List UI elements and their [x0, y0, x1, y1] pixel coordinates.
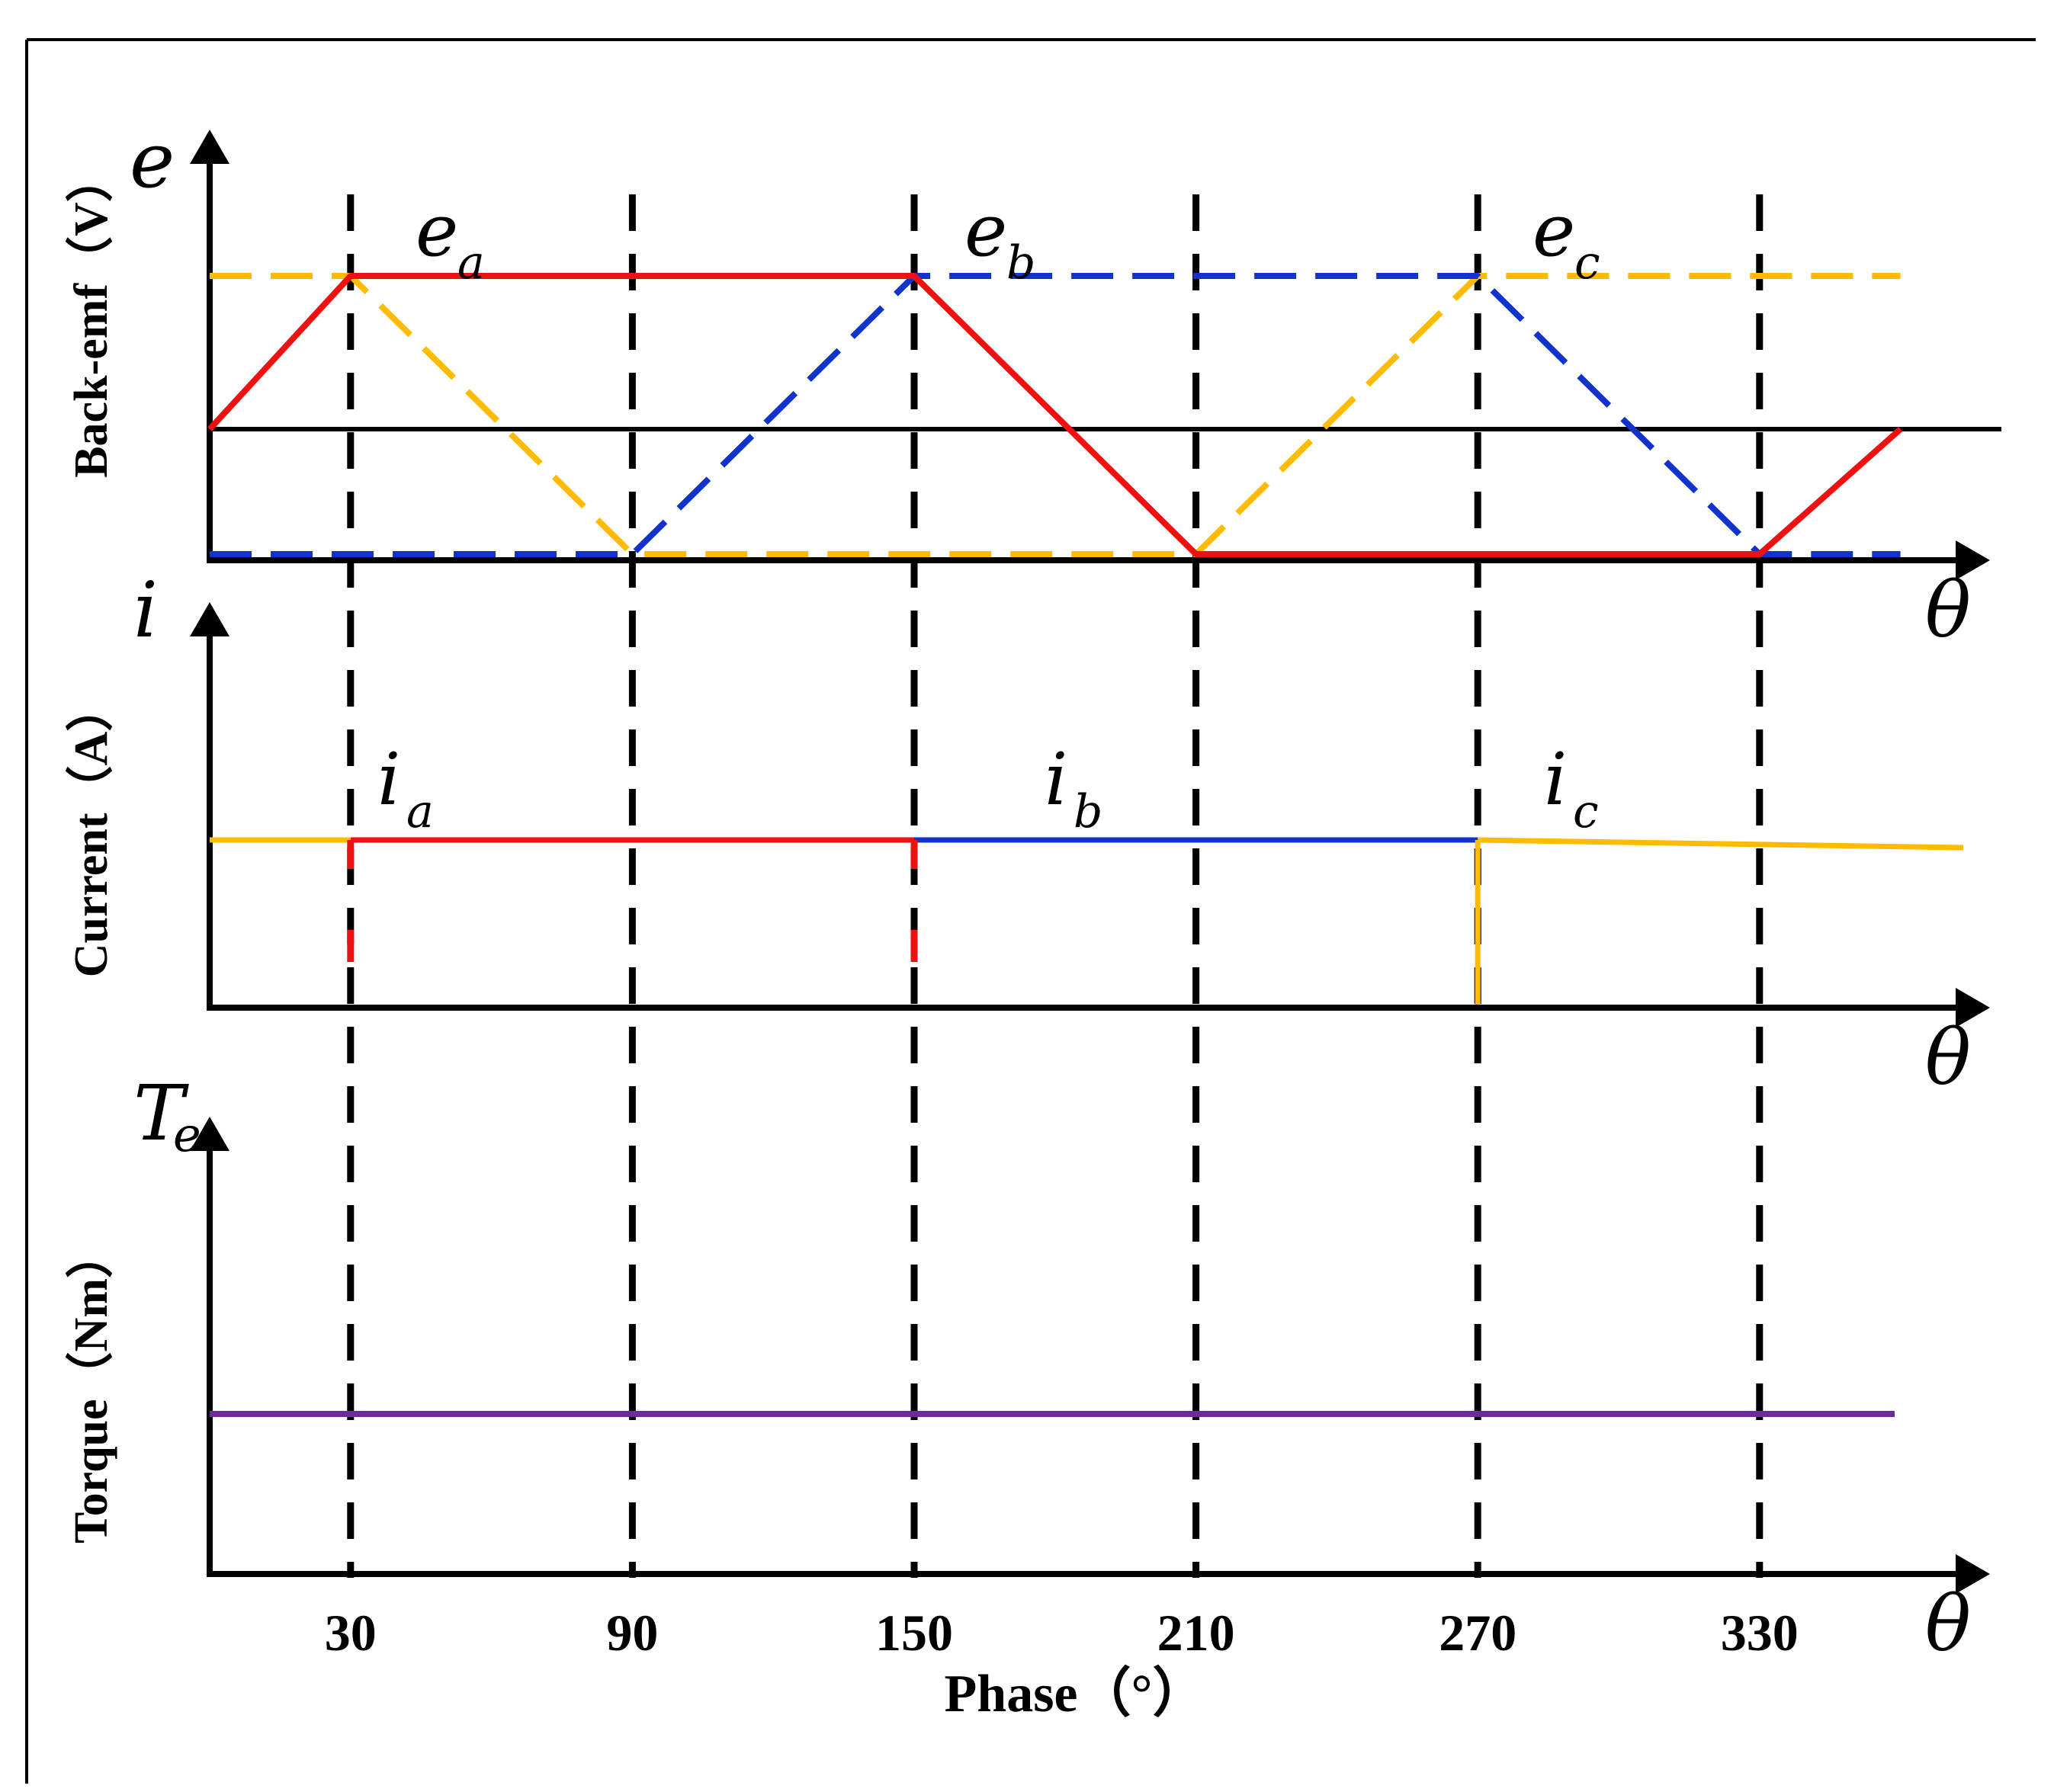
y-symbol-T-sub: e	[173, 1107, 201, 1162]
label-eb-sub: b	[1006, 236, 1035, 290]
label-eb: e	[964, 189, 1007, 273]
figure-frame	[25, 38, 2036, 1784]
x-symbol-theta-3: θ	[1925, 1579, 1971, 1669]
label-ic: i	[1544, 738, 1567, 822]
panels	[190, 130, 2001, 1594]
x-axis-arrow	[1956, 1554, 1990, 1594]
tick-label-150: 150	[875, 1604, 953, 1662]
xlabel-phase: Phase（°）	[945, 1664, 1206, 1723]
label-ec: e	[1532, 189, 1575, 273]
ylabel-back-emf: Back-emf（V）	[64, 155, 117, 478]
x-symbol-theta-1: θ	[1925, 566, 1971, 655]
series-ec	[210, 273, 1901, 557]
label-ec-sub: c	[1574, 236, 1600, 290]
labels: Back-emf（V）Current（A）Torque（Nm）eiTeθθθea…	[64, 116, 1971, 1723]
y-symbol-T: T	[133, 1069, 189, 1158]
panel-2	[190, 602, 1990, 1027]
ylabel-torque: Torque（Nm）	[64, 1231, 117, 1544]
label-ea-sub: a	[457, 236, 485, 290]
tick-label-270: 270	[1439, 1604, 1516, 1662]
label-ib: i	[1045, 738, 1067, 822]
label-ia-sub: a	[406, 785, 434, 838]
x-symbol-theta-2: θ	[1925, 1013, 1971, 1102]
series-ea	[207, 273, 1903, 557]
series-ic-end	[1478, 837, 1964, 851]
label-ea: e	[416, 189, 458, 273]
panel-1	[190, 130, 2001, 580]
tick-label-30: 30	[325, 1604, 377, 1662]
y-symbol-i: i	[133, 566, 158, 655]
label-ib-sub: b	[1074, 785, 1102, 838]
tick-label-210: 210	[1157, 1604, 1235, 1662]
panel-3	[190, 1117, 1990, 1594]
tick-label-90: 90	[606, 1604, 658, 1662]
x-axis-arrow	[1956, 540, 1990, 580]
y-axis-arrow	[190, 602, 229, 636]
ylabel-current: Current（A）	[64, 684, 117, 978]
label-ia: i	[377, 738, 400, 822]
tick-label-330: 330	[1721, 1604, 1799, 1662]
y-axis-arrow	[190, 130, 229, 164]
x-axis-arrow	[1956, 988, 1990, 1027]
label-ic-sub: c	[1573, 785, 1599, 838]
phase-divider-lines	[347, 194, 1764, 1578]
y-axis-arrow	[190, 1117, 229, 1151]
y-symbol-e: e	[130, 116, 175, 205]
series-eb	[210, 273, 1901, 557]
